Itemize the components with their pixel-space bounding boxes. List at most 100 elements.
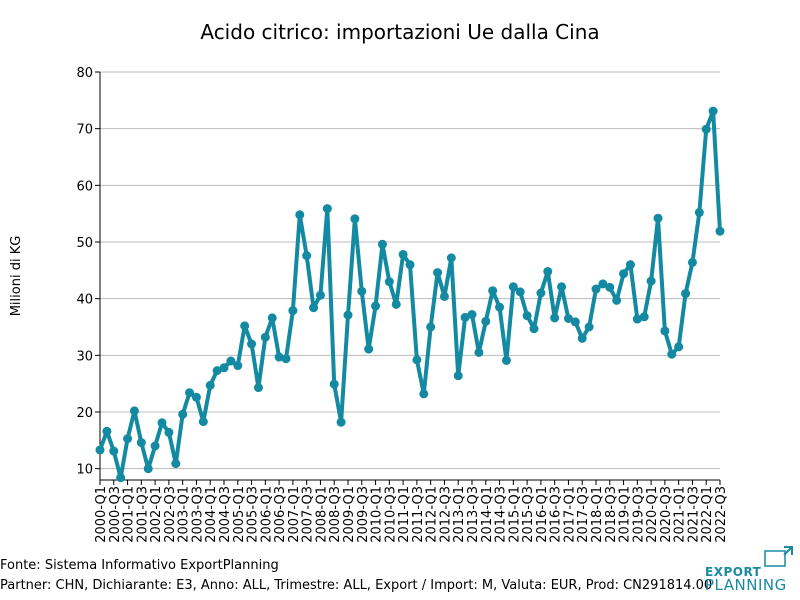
data-point: [281, 354, 291, 364]
x-tick-label: 2015-Q1: [507, 486, 522, 543]
y-tick-labels: 10 20 30 40 50 60 70 80: [76, 66, 93, 478]
data-point: [329, 379, 339, 389]
data-point: [198, 417, 208, 427]
data-point: [550, 313, 560, 323]
data-point: [522, 311, 532, 321]
x-tick-label: 2017-Q3: [576, 486, 591, 543]
x-tick-label: 2019-Q1: [618, 486, 633, 543]
x-tick-label: 2013-Q1: [452, 486, 467, 543]
data-point: [667, 349, 677, 359]
data-point: [591, 284, 601, 294]
x-tick-label: 2009-Q1: [342, 486, 357, 543]
data-point: [612, 295, 622, 305]
y-tick-label: 50: [76, 236, 93, 251]
data-point: [474, 348, 484, 357]
x-tick-label: 2016-Q3: [549, 486, 564, 543]
data-point: [247, 339, 257, 349]
data-point: [371, 301, 381, 311]
data-point: [253, 383, 263, 393]
y-tick-label: 10: [76, 463, 93, 478]
x-tick-label: 2006-Q1: [259, 486, 274, 543]
x-tick-label: 2000-Q3: [108, 486, 123, 543]
x-tick-label: 2005-Q3: [246, 486, 261, 543]
data-point: [543, 266, 553, 276]
data-point: [205, 380, 215, 390]
data-point: [143, 464, 153, 474]
data-point: [295, 210, 305, 220]
data-point: [336, 417, 346, 427]
data-point: [164, 427, 174, 437]
x-tick-label: 2008-Q1: [314, 486, 329, 543]
data-point: [508, 282, 518, 292]
x-tick-label: 2019-Q3: [631, 486, 646, 543]
x-tick-label: 2012-Q1: [425, 486, 440, 543]
y-tick-label: 30: [76, 349, 93, 364]
x-tick-label: 2001-Q3: [135, 486, 150, 543]
data-point: [708, 106, 718, 116]
x-tick-label: 2018-Q3: [604, 486, 619, 543]
data-point: [674, 342, 684, 352]
data-point: [405, 260, 415, 270]
data-point: [619, 269, 629, 279]
x-tick-label: 2011-Q3: [411, 486, 426, 543]
data-point: [426, 322, 436, 332]
data-point: [322, 204, 332, 214]
data-point: [625, 260, 635, 270]
x-tick-label: 2010-Q1: [370, 486, 385, 543]
data-point: [653, 213, 663, 223]
data-point: [171, 459, 181, 469]
data-point: [391, 299, 401, 309]
data-point: [102, 426, 112, 436]
x-tick-label: 2001-Q1: [122, 486, 137, 543]
x-tick-label: 2009-Q3: [356, 486, 371, 543]
x-tick-label: 2015-Q3: [521, 486, 536, 543]
data-point: [240, 321, 250, 331]
data-point: [460, 312, 470, 322]
y-tick-label: 60: [76, 179, 93, 194]
x-tick-label: 2007-Q3: [301, 486, 316, 543]
x-tick-labels: 2000-Q12000-Q32001-Q12001-Q32002-Q12002-…: [94, 486, 729, 543]
x-tick-label: 2021-Q3: [686, 486, 701, 543]
logo-mark-icon: [764, 546, 793, 567]
axes: [95, 71, 721, 485]
x-tick-label: 2010-Q3: [383, 486, 398, 543]
exportplanning-logo: EXPORT PLANNING: [700, 546, 796, 594]
data-point: [701, 124, 711, 134]
x-tick-label: 2017-Q1: [562, 486, 577, 543]
y-tick-label: 80: [76, 66, 93, 81]
data-point: [226, 356, 236, 366]
x-tick-label: 2008-Q3: [328, 486, 343, 543]
x-tick-label: 2014-Q3: [494, 486, 509, 543]
data-point: [343, 310, 353, 320]
footer-meta: Partner: CHN, Dichiarante: E3, Anno: ALL…: [0, 578, 713, 593]
data-point: [598, 279, 608, 289]
y-tick-label: 40: [76, 293, 93, 308]
x-tick-label: 2004-Q1: [204, 486, 219, 543]
data-point: [150, 441, 160, 451]
data-point: [570, 317, 580, 327]
x-tick-label: 2016-Q1: [535, 486, 550, 543]
data-point: [178, 409, 188, 419]
data-point: [274, 352, 284, 362]
data-point: [233, 361, 243, 371]
data-point: [446, 253, 456, 263]
data-point: [350, 214, 360, 224]
data-point: [219, 363, 229, 373]
data-point: [267, 313, 277, 323]
data-point: [398, 249, 408, 259]
data-point: [646, 276, 656, 286]
data-point: [364, 344, 374, 354]
logo-word-export: EXPORT: [705, 565, 762, 579]
data-point: [129, 406, 139, 416]
x-tick-label: 2003-Q1: [177, 486, 192, 543]
data-point: [288, 306, 298, 316]
x-tick-label: 2021-Q1: [673, 486, 688, 543]
data-point: [357, 286, 367, 296]
data-point: [315, 290, 325, 300]
x-tick-label: 2004-Q3: [218, 486, 233, 543]
y-axis-label: Milioni di KG: [9, 236, 24, 317]
data-point: [419, 389, 429, 399]
x-tick-label: 2014-Q1: [480, 486, 495, 543]
chart-title: Acido citrico: importazioni Ue dalla Cin…: [200, 20, 600, 44]
data-point: [109, 446, 119, 456]
